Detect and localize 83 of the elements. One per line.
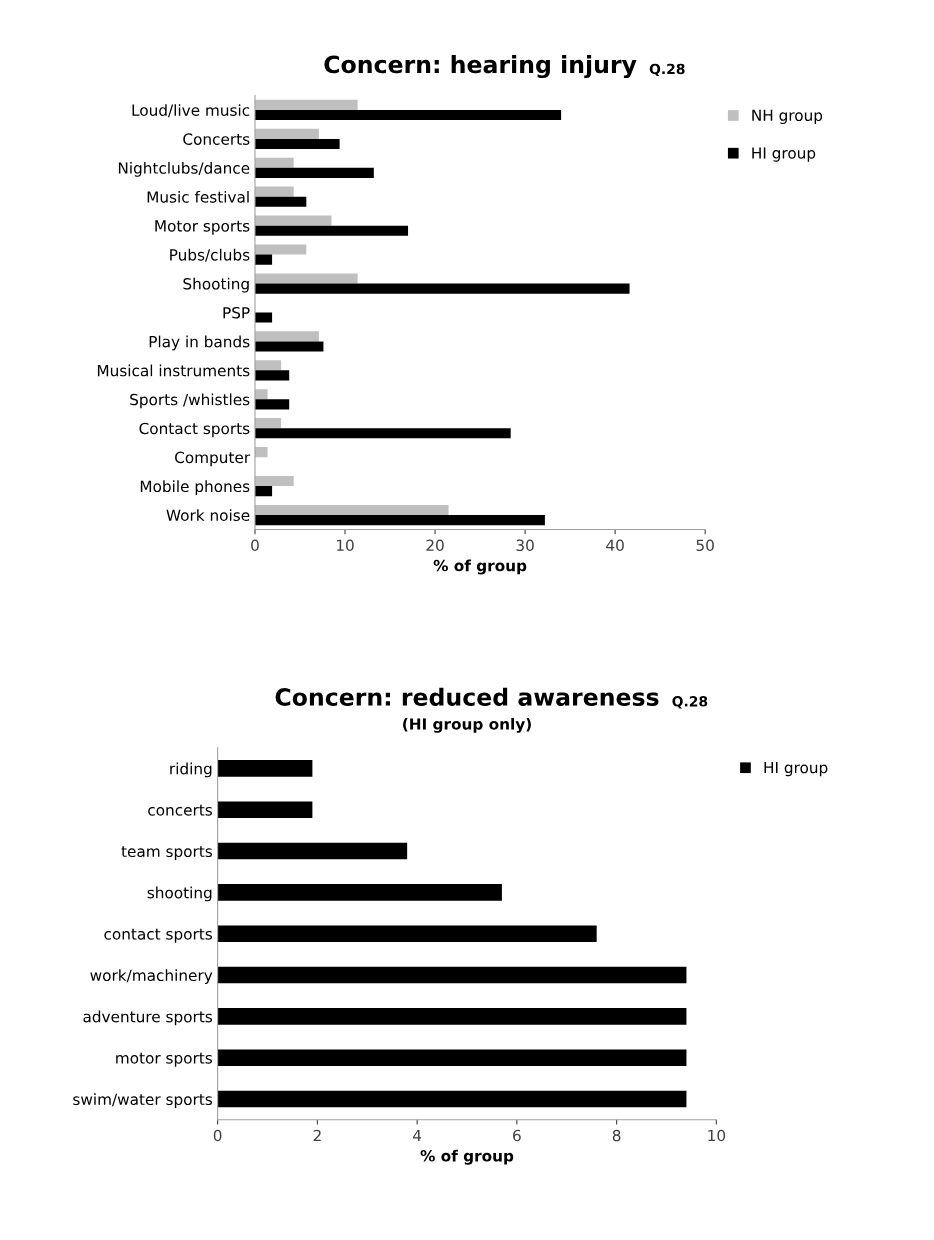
y-tick-label: motor sports (116, 1052, 213, 1067)
bar (254, 99, 358, 110)
bar (254, 128, 319, 139)
x-tick-label: 2 (313, 1129, 321, 1142)
bar (217, 966, 687, 984)
y-tick-label: team sports (121, 846, 213, 861)
x-axis-title: % of group (433, 559, 527, 575)
bar (254, 331, 319, 342)
legend-label: NH group (752, 109, 823, 125)
y-tick-label: Music festival (147, 190, 249, 203)
y-tick-label: Concerts (183, 133, 250, 145)
y-tick-label: swim/water sports (73, 1093, 213, 1109)
bar (254, 475, 294, 487)
y-tick-label: concerts (148, 804, 213, 816)
y-tick-label: work/machinery (90, 969, 213, 985)
y-tick-label: Nightclubs/dance (118, 162, 250, 177)
bar (254, 244, 307, 255)
y-tick-label: Mobile phones (140, 480, 250, 496)
bar (254, 157, 294, 168)
bar (254, 138, 340, 150)
y-tick-label: Motor sports (155, 220, 250, 235)
y-tick-label: Loud/live music (132, 104, 250, 118)
y-tick-label: contact sports (104, 928, 213, 943)
legend-label: HI group (752, 147, 816, 162)
bar (254, 486, 273, 497)
x-tick-label: 4 (413, 1129, 422, 1142)
bar (254, 254, 273, 265)
x-tick-label: 10 (708, 1129, 726, 1142)
bar (254, 186, 294, 197)
text: Q.28 (672, 696, 708, 709)
bar (217, 801, 313, 818)
bar (254, 196, 307, 207)
chart-subtitle: (HI group only) (403, 717, 531, 733)
chart-title: Concern: reduced awareness (275, 687, 659, 706)
y-tick-label: adventure sports (83, 1010, 213, 1026)
bar (254, 504, 449, 516)
bar (217, 1090, 687, 1108)
y-tick-label: Sports /whistles (130, 393, 250, 409)
bar (254, 273, 358, 284)
y-tick-label: Computer (175, 451, 251, 467)
chart-title: Concern: hearing injury (324, 55, 637, 79)
bar (254, 109, 562, 121)
y-tick-label: Pubs/clubs (170, 248, 250, 262)
y-tick-label: riding (170, 762, 212, 778)
legend-label: HI group (764, 761, 828, 777)
bar (217, 925, 597, 942)
bar (254, 370, 290, 381)
bar (254, 389, 268, 400)
bar (254, 360, 282, 371)
bar (217, 842, 408, 860)
x-tick-label: 30 (516, 539, 534, 552)
y-tick-label: Play in bands (149, 335, 250, 351)
bar (254, 341, 324, 352)
y-tick-label: Work noise (166, 509, 250, 522)
x-tick-label: 10 (336, 539, 354, 552)
bar (217, 1008, 687, 1025)
text: Q.28 (649, 63, 685, 77)
x-tick-label: 0 (251, 539, 259, 552)
y-tick-label: Musical instruments (97, 364, 250, 377)
bar (217, 884, 502, 901)
bar (254, 312, 273, 323)
bar (254, 515, 545, 526)
y-tick-label: Shooting (183, 277, 249, 293)
bar (254, 447, 268, 458)
bar (254, 225, 409, 236)
x-tick-label: 50 (696, 539, 714, 552)
y-tick-label: shooting (147, 886, 212, 902)
x-tick-label: 20 (426, 539, 444, 552)
x-tick-label: 40 (606, 539, 624, 552)
bar (254, 167, 374, 178)
x-tick-label: 0 (213, 1129, 222, 1142)
bar (217, 760, 313, 777)
x-tick-label: 6 (513, 1129, 521, 1142)
bar (217, 1049, 687, 1066)
bar (254, 399, 290, 410)
x-tick-label: 8 (612, 1129, 621, 1142)
y-tick-label: PSP (223, 306, 250, 319)
y-tick-label: Contact sports (139, 422, 250, 438)
bar (254, 418, 282, 429)
bar (254, 215, 332, 226)
bar (254, 428, 511, 439)
x-axis-title: % of group (420, 1149, 514, 1165)
bar (254, 283, 630, 294)
